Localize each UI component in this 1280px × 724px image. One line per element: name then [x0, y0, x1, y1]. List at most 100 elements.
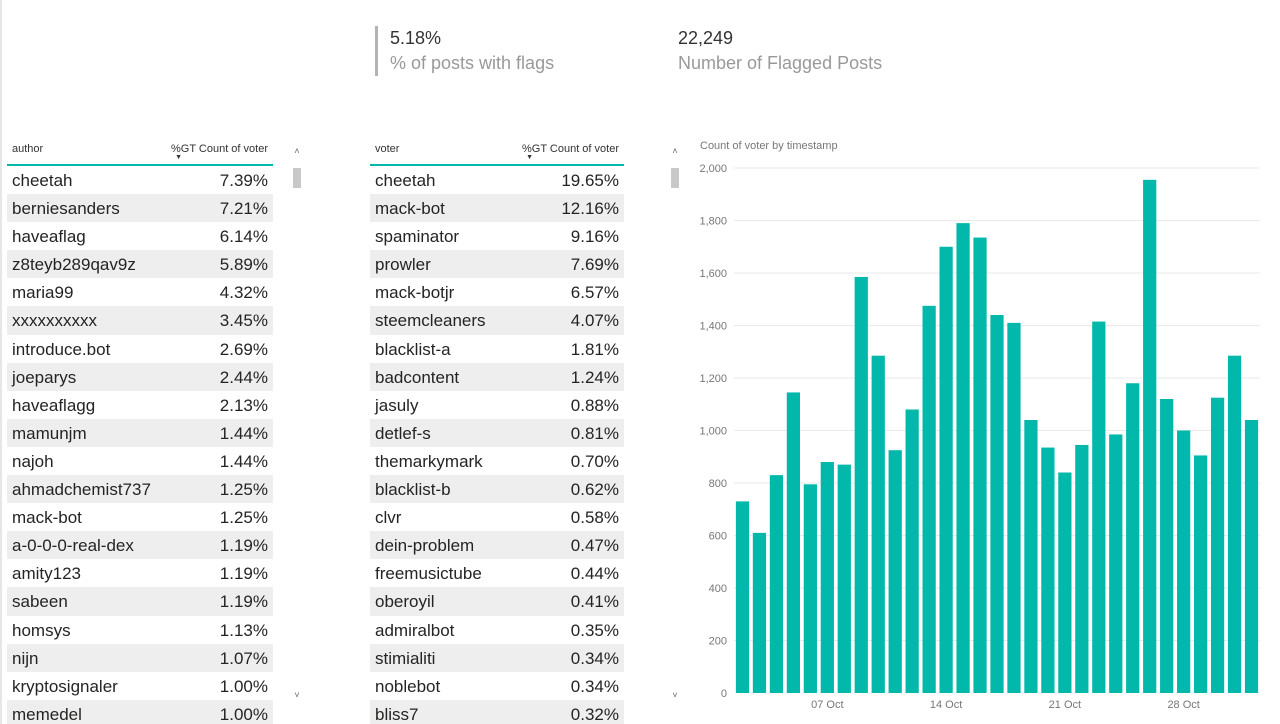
scroll-thumb[interactable]: [293, 168, 301, 188]
table-row[interactable]: steemcleaners 4.07%: [370, 306, 624, 335]
bar[interactable]: [1177, 430, 1191, 694]
table-row[interactable]: oberoyil 0.41%: [370, 587, 624, 616]
bar[interactable]: [854, 276, 868, 693]
table-row[interactable]: nijn 1.07%: [7, 643, 273, 672]
table-row[interactable]: mack-bot 1.25%: [7, 503, 273, 531]
table-row[interactable]: prowler 7.69%: [370, 250, 624, 279]
table-row[interactable]: blacklist-b 0.62%: [370, 475, 624, 504]
scroll-up-icon[interactable]: ˄: [672, 146, 678, 156]
bar[interactable]: [1109, 434, 1123, 693]
table-row[interactable]: a-0-0-0-real-dex 1.19%: [7, 531, 273, 560]
table-row[interactable]: blacklist-a 1.81%: [370, 335, 624, 363]
table-row[interactable]: homsys 1.13%: [7, 616, 273, 644]
table-row[interactable]: admiralbot 0.35%: [370, 616, 624, 644]
table-row[interactable]: sabeen 1.19%: [7, 587, 273, 616]
bar[interactable]: [990, 315, 1004, 693]
column-header-gt-count[interactable]: %GT Count of voter: [170, 143, 268, 155]
bar[interactable]: [939, 246, 953, 693]
bar[interactable]: [1041, 447, 1055, 693]
table-row[interactable]: haveaflag 6.14%: [7, 222, 273, 250]
bar[interactable]: [1143, 179, 1157, 693]
scroll-up-icon[interactable]: ˄: [294, 146, 300, 156]
column-header-gt-count[interactable]: %GT Count of voter: [521, 143, 619, 155]
table-row[interactable]: dein-problem 0.47%: [370, 531, 624, 560]
bar[interactable]: [1058, 472, 1072, 694]
table-row[interactable]: memedel 1.00%: [7, 699, 273, 724]
kpi-card-flagged-posts[interactable]: 22,249 Number of Flagged Posts: [678, 26, 882, 76]
table-row[interactable]: kryptosignaler 1.00%: [7, 672, 273, 700]
cell-percent: 7.69%: [570, 255, 619, 275]
table-row[interactable]: joeparys 2.44%: [7, 362, 273, 391]
bar[interactable]: [905, 409, 919, 694]
bar[interactable]: [752, 532, 767, 694]
bar[interactable]: [1126, 383, 1140, 693]
bar[interactable]: [1007, 322, 1021, 694]
kpi-card-flag-percent[interactable]: 5.18% % of posts with flags: [375, 26, 554, 76]
table-row[interactable]: xxxxxxxxxx 3.45%: [7, 306, 273, 335]
bar[interactable]: [956, 223, 970, 694]
table-row[interactable]: noblebot 0.34%: [370, 672, 624, 700]
cell-percent: 1.25%: [219, 508, 268, 528]
bar[interactable]: [1075, 444, 1089, 693]
bar[interactable]: [837, 464, 851, 694]
table-row[interactable]: detlef-s 0.81%: [370, 418, 624, 447]
table-row[interactable]: themarkymark 0.70%: [370, 447, 624, 475]
bar[interactable]: [1194, 455, 1208, 693]
bar[interactable]: [1210, 397, 1225, 693]
cell-name: mack-botjr: [375, 283, 455, 303]
table-row[interactable]: ahmadchemist737 1.25%: [7, 475, 273, 504]
table-row[interactable]: z8teyb289qav9z 5.89%: [7, 250, 273, 279]
table-row[interactable]: jasuly 0.88%: [370, 391, 624, 419]
table-row[interactable]: badcontent 1.24%: [370, 362, 624, 391]
scroll-down-icon[interactable]: ˅: [672, 690, 678, 700]
table-row[interactable]: maria99 4.32%: [7, 278, 273, 306]
table-row[interactable]: berniesanders 7.21%: [7, 194, 273, 223]
table-row[interactable]: mack-bot 12.16%: [370, 194, 624, 223]
table-row[interactable]: cheetah 7.39%: [7, 166, 273, 194]
bar[interactable]: [1227, 355, 1242, 693]
cell-name: ahmadchemist737: [12, 480, 151, 500]
bar[interactable]: [1092, 321, 1106, 693]
table-row[interactable]: najoh 1.44%: [7, 447, 273, 475]
scroll-down-icon[interactable]: ˅: [294, 690, 300, 700]
table-row[interactable]: stimialiti 0.34%: [370, 643, 624, 672]
bar[interactable]: [769, 475, 784, 694]
column-header-voter[interactable]: voter: [375, 143, 400, 155]
cell-name: joeparys: [12, 367, 77, 387]
bar[interactable]: [1024, 420, 1038, 693]
bar[interactable]: [973, 237, 987, 693]
bar[interactable]: [803, 484, 817, 693]
cell-name: z8teyb289qav9z: [12, 255, 136, 275]
bar[interactable]: [1244, 420, 1259, 693]
bar[interactable]: [820, 462, 834, 693]
table-row[interactable]: bliss7 0.32%: [370, 699, 624, 724]
table-row[interactable]: clvr 0.58%: [370, 503, 624, 531]
table-row[interactable]: spaminator 9.16%: [370, 222, 624, 250]
table-row[interactable]: cheetah 19.65%: [370, 166, 624, 194]
bar[interactable]: [786, 392, 800, 693]
bar[interactable]: [922, 305, 936, 693]
table-row[interactable]: introduce.bot 2.69%: [7, 335, 273, 363]
cell-name: cheetah: [12, 171, 73, 190]
scroll-thumb[interactable]: [671, 168, 679, 188]
author-table-scrollbar[interactable]: ˄ ˅: [292, 140, 302, 702]
sort-desc-icon: ▼: [175, 154, 182, 161]
cell-name: dein-problem: [375, 536, 475, 556]
table-row[interactable]: haveaflagg 2.13%: [7, 391, 273, 419]
y-tick-label: 2,000: [699, 163, 727, 175]
column-header-author[interactable]: author: [12, 143, 44, 155]
voter-table-scrollbar[interactable]: ˄ ˅: [670, 140, 680, 702]
table-header: author %GT Count of voter ▼: [7, 140, 273, 166]
author-table: author %GT Count of voter ▼ cheetah 7.39%…: [7, 140, 273, 724]
table-row[interactable]: mamunjm 1.44%: [7, 418, 273, 447]
table-row[interactable]: mack-botjr 6.57%: [370, 278, 624, 306]
cell-name: nijn: [12, 648, 39, 668]
bar[interactable]: [735, 501, 750, 694]
cell-percent: 0.70%: [570, 451, 619, 471]
table-row[interactable]: amity123 1.19%: [7, 559, 273, 587]
table-row[interactable]: freemusictube 0.44%: [370, 559, 624, 587]
bar[interactable]: [1160, 399, 1174, 693]
bar[interactable]: [888, 450, 902, 693]
bar-chart[interactable]: Count of voter by timestamp 0 200 400 600 80…: [696, 135, 1276, 724]
bar[interactable]: [871, 355, 885, 693]
